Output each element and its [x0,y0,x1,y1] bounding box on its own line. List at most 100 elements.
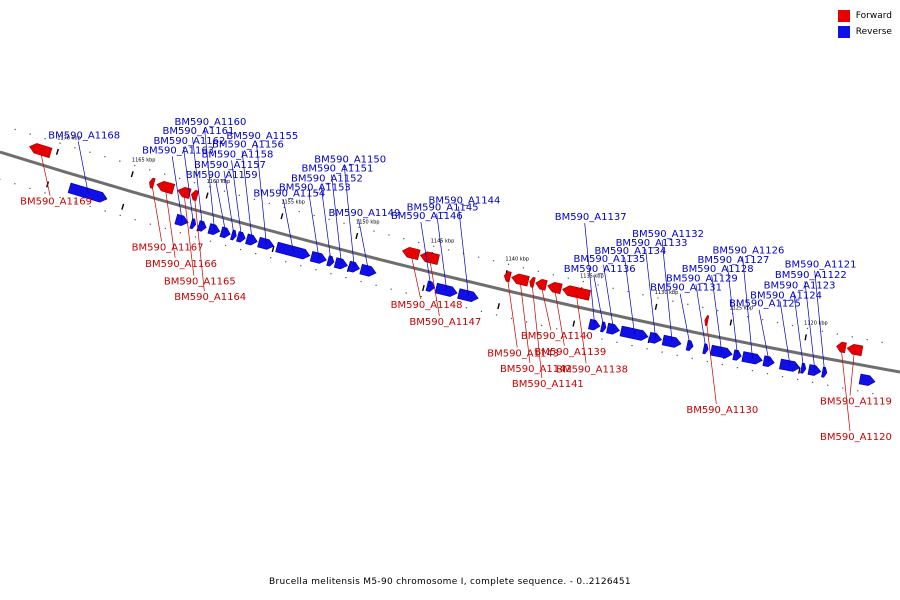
gene-arrow[interactable] [236,231,246,243]
gene-label[interactable]: BM590_A1146 [391,211,463,222]
gene-label[interactable]: BM590_A1126 [713,245,785,256]
gene-arrow[interactable] [207,223,221,237]
gene-arrow[interactable] [333,257,349,271]
gene-arrow[interactable] [762,355,775,368]
gene-label[interactable]: BM590_A1142 [500,364,572,375]
gene-label[interactable]: BM590_A1120 [820,432,892,443]
gene-label[interactable]: BM590_A1141 [512,379,584,390]
gene-label[interactable]: BM590_A1130 [686,405,758,416]
gene-arrow[interactable] [503,271,512,283]
gene-arrow[interactable] [529,276,536,288]
gene-arrow[interactable] [704,315,710,327]
gene-arrow[interactable] [401,246,421,261]
gene-arrow[interactable] [779,358,801,373]
gene-arrow[interactable] [702,343,710,355]
gene-arrow[interactable] [326,255,336,267]
gene-label[interactable]: BM590_A1147 [409,317,481,328]
gene-label[interactable]: BM590_A1158 [202,149,274,160]
gene-label[interactable]: BM590_A1143 [487,348,559,359]
gene-arrow[interactable] [547,281,563,295]
gene-arrow[interactable] [661,334,682,349]
gene-label[interactable]: BM590_A1145 [407,203,479,214]
gene-arrow[interactable] [419,250,440,265]
gene-arrow[interactable] [155,180,176,195]
gene-arrow[interactable] [245,233,258,247]
gene-label[interactable]: BM590_A1160 [174,117,246,128]
gene-label[interactable]: BM590_A1156 [212,140,284,151]
gene-label[interactable]: BM590_A1150 [314,154,386,165]
gene-label[interactable]: BM590_A1166 [145,259,217,270]
gene-arrow[interactable] [148,177,156,189]
gene-arrow[interactable] [174,213,190,227]
gene-label[interactable]: BM590_A1125 [729,299,801,310]
gene-arrow[interactable] [189,218,197,230]
gene-label[interactable]: BM590_A1151 [301,164,373,175]
gene-arrow[interactable] [561,284,592,301]
gene-label[interactable]: BM590_A1155 [226,131,298,142]
gene-label[interactable]: BM590_A1152 [291,173,363,184]
gene-label[interactable]: BM590_A1148 [391,300,463,311]
gene-label[interactable]: BM590_A1168 [48,130,120,141]
gene-label[interactable]: BM590_A1133 [616,238,688,249]
gene-arrow[interactable] [275,241,312,260]
gene-label[interactable]: BM590_A1139 [534,347,606,358]
gene-label[interactable]: BM590_A1140 [521,331,593,342]
gene-label[interactable]: BM590_A1121 [785,259,857,270]
gene-arrow[interactable] [230,229,237,241]
gene-arrow[interactable] [807,364,822,377]
gene-arrow[interactable] [800,362,807,374]
gene-label[interactable]: BM590_A1164 [174,292,246,303]
gene-arrow[interactable] [858,373,876,387]
gene-arrow[interactable] [836,341,847,354]
gene-arrow[interactable] [309,250,328,265]
gene-label[interactable]: BM590_A1124 [750,290,822,301]
gene-label[interactable]: BM590_A1136 [564,264,636,275]
gene-label[interactable]: BM590_A1123 [764,280,836,291]
gene-label[interactable]: BM590_A1135 [573,254,645,265]
gene-arrow[interactable] [741,351,763,366]
gene-label[interactable]: BM590_A1161 [162,126,234,137]
gene-arrow[interactable] [846,343,864,357]
gene-arrow[interactable] [606,322,620,335]
gene-label[interactable]: BM590_A1138 [556,364,628,375]
gene-arrow[interactable] [219,226,232,239]
gene-label[interactable]: BM590_A1153 [279,183,351,194]
gene-label[interactable]: BM590_A1137 [555,212,627,223]
gene-arrow[interactable] [685,339,694,351]
gene-label[interactable]: BM590_A1129 [666,274,738,285]
gene-arrow[interactable] [28,142,53,159]
gene-label[interactable]: BM590_A1159 [186,170,258,181]
gene-label[interactable]: BM590_A1127 [697,255,769,266]
gene-arrow[interactable] [588,318,601,331]
gene-label[interactable]: BM590_A1132 [632,229,704,240]
gene-label[interactable]: BM590_A1134 [595,246,667,257]
gene-arrow[interactable] [67,182,108,204]
gene-arrow[interactable] [457,288,480,303]
gene-label[interactable]: BM590_A1167 [132,242,204,253]
gene-arrow[interactable] [732,349,742,361]
gene-arrow[interactable] [600,321,607,333]
gene-arrow[interactable] [535,278,548,291]
gene-label[interactable]: BM590_A1162 [153,136,225,147]
gene-arrow[interactable] [619,325,649,342]
gene-arrow[interactable] [190,189,200,202]
gene-arrow[interactable] [821,366,828,378]
gene-label[interactable]: BM590_A1157 [194,160,266,171]
gene-arrow[interactable] [347,260,361,273]
gene-label[interactable]: BM590_A1128 [682,264,754,275]
gene-arrow[interactable] [359,263,377,278]
gene-arrow[interactable] [511,273,530,287]
gene-arrow[interactable] [425,280,436,293]
guide-dot [851,336,853,338]
gene-label[interactable]: BM590_A1169 [20,197,92,208]
gene-label[interactable]: BM590_A1144 [428,195,500,206]
gene-label[interactable]: BM590_A1122 [775,270,847,281]
gene-arrow[interactable] [648,331,663,344]
gene-label[interactable]: BM590_A1165 [164,277,236,288]
gene-arrow[interactable] [257,236,276,251]
gene-label[interactable]: BM590_A1154 [253,188,325,199]
gene-label[interactable]: BM590_A1149 [329,208,401,219]
gene-label[interactable]: BM590_A1131 [650,283,722,294]
gene-label[interactable]: BM590_A1119 [820,397,892,408]
gene-label[interactable]: BM590_A1163 [142,145,214,156]
